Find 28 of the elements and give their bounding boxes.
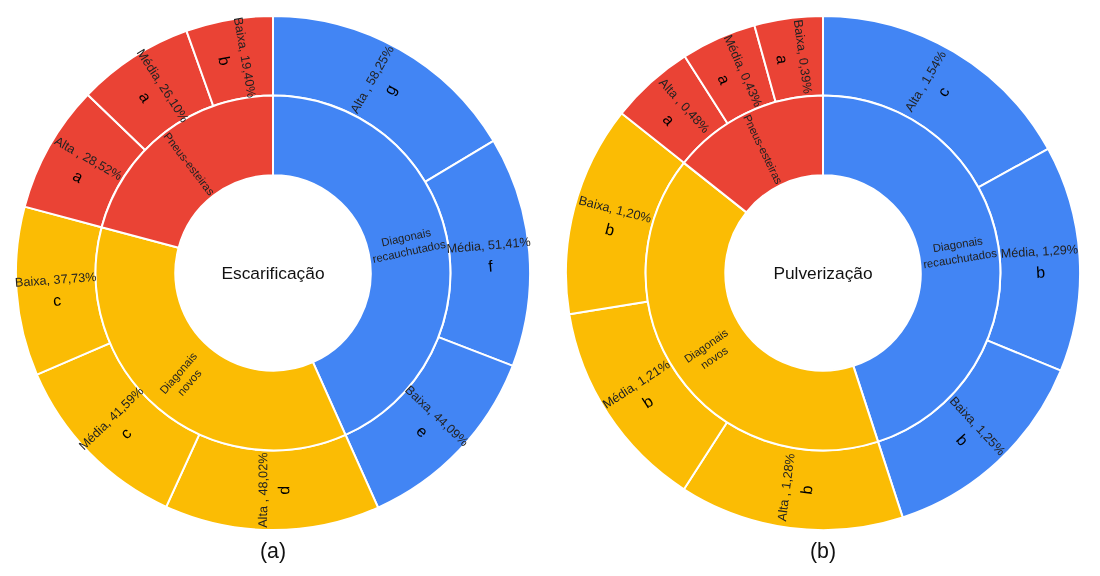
slice-label: Média, 51,41% — [446, 234, 532, 257]
data-label: a — [659, 110, 679, 129]
slice-label: Média, 1,29% — [1000, 242, 1079, 261]
slice-label: Baixa, 37,73% — [14, 269, 97, 290]
data-label: a — [135, 88, 155, 106]
data-label: g — [380, 81, 400, 98]
data-label: c — [52, 291, 62, 310]
data-label: a — [773, 53, 792, 65]
data-label: e — [413, 422, 432, 441]
data-label: a — [70, 166, 87, 187]
slice-label: Alta , 1,28% — [775, 452, 798, 523]
data-label: c — [934, 84, 953, 100]
data-label: a — [714, 71, 734, 87]
slice-label: Baixa, 0,39% — [790, 18, 815, 95]
data-label: b — [953, 431, 972, 450]
text: (b) — [809, 538, 837, 563]
data-label: f — [487, 257, 494, 275]
text: Escarificação — [221, 263, 325, 283]
text: Pulverização — [773, 263, 873, 283]
data-label: b — [603, 220, 617, 239]
data-label: b — [639, 392, 657, 412]
data-label: c — [117, 424, 135, 443]
data-label: b — [797, 484, 816, 496]
data-label: d — [275, 485, 293, 495]
slice-label: Alta , 48,02% — [256, 452, 271, 528]
text: (a) — [259, 538, 287, 563]
data-label: Diagonais recauchutados — [922, 234, 998, 271]
data-label: b — [1035, 263, 1046, 281]
